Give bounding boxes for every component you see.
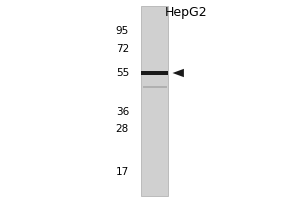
- Polygon shape: [172, 69, 184, 77]
- Bar: [142, 86, 167, 88]
- Text: 28: 28: [116, 124, 129, 134]
- Bar: [141, 71, 168, 75]
- Text: 17: 17: [116, 167, 129, 177]
- Text: 72: 72: [116, 44, 129, 54]
- Text: HepG2: HepG2: [165, 6, 207, 19]
- Bar: [141, 6, 168, 196]
- Text: 36: 36: [116, 107, 129, 117]
- Text: 55: 55: [116, 68, 129, 78]
- Text: 95: 95: [116, 26, 129, 36]
